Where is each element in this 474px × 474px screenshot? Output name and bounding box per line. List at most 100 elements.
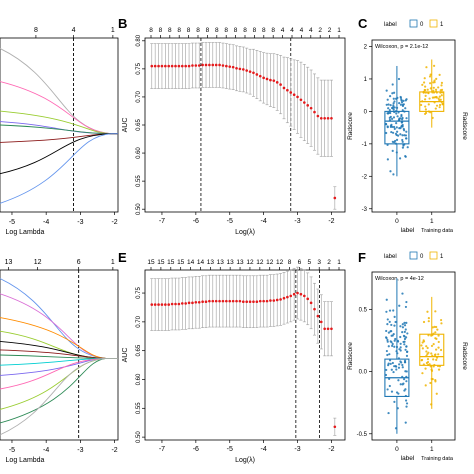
jitter-point [385, 349, 388, 353]
auc-point [242, 68, 245, 71]
jitter-point [393, 324, 396, 327]
jitter-point [440, 100, 443, 104]
legend-title: label [384, 254, 397, 260]
auc-point [309, 301, 313, 305]
jitter-point [395, 122, 398, 125]
jitter-point [405, 130, 408, 133]
jitter-point [438, 106, 441, 109]
y-axis-label: AUC [122, 118, 129, 133]
top-tick-label: 6 [77, 259, 81, 266]
jitter-point [391, 149, 394, 152]
jitter-point [423, 88, 426, 92]
y-tick-label: 0.50 [136, 431, 142, 443]
jitter-point [385, 103, 388, 106]
top-tick-label: 8 [262, 27, 266, 34]
lasso-path-panel-d: -5 -4 -3 -2 Log Lambda 13 12 6 1 [0, 259, 119, 464]
auc-point [330, 327, 333, 331]
auc-point [177, 302, 181, 306]
jitter-point [423, 98, 427, 101]
jitter-point [392, 370, 395, 374]
jitter-point [425, 354, 428, 357]
jitter-point [389, 111, 392, 115]
jitter-point [392, 102, 395, 105]
jitter-point [405, 345, 408, 348]
jitter-point [432, 365, 435, 368]
jitter-point [392, 105, 395, 108]
jitter-point [426, 346, 429, 350]
jitter-point [406, 146, 409, 149]
jitter-point [429, 82, 432, 85]
jitter-point [384, 336, 388, 339]
jitter-point [405, 375, 408, 379]
auc-point [194, 300, 198, 304]
legend-label: 0 [420, 254, 424, 260]
jitter-point [437, 353, 440, 356]
panel-letter-e: E [118, 250, 127, 265]
jitter-point [434, 88, 438, 91]
jitter-point [393, 110, 396, 114]
y-tick-label: -2 [362, 174, 368, 180]
jitter-point [399, 96, 402, 99]
jitter-point [398, 101, 401, 105]
top-tick-label: 8 [206, 27, 210, 34]
jitter-point [405, 405, 408, 408]
auc-point [153, 64, 157, 68]
auc-point [252, 300, 255, 303]
jitter-point [401, 326, 405, 329]
jitter-point [432, 343, 435, 346]
jitter-point [405, 321, 408, 325]
jitter-point [424, 108, 427, 111]
auc-point [191, 64, 194, 67]
jitter-point [396, 130, 399, 133]
jitter-point [428, 75, 432, 78]
top-tick-label: 8 [149, 27, 153, 34]
jitter-point [424, 105, 427, 108]
jitter-point [428, 363, 431, 366]
auc-point [228, 65, 232, 68]
auc-point [208, 299, 211, 303]
jitter-point [387, 411, 390, 415]
top-tick-label: 14 [197, 259, 205, 266]
auc-point [221, 299, 225, 303]
jitter-point [402, 99, 405, 102]
jitter-point [391, 125, 394, 129]
jitter-point [437, 368, 441, 371]
jitter-point [424, 112, 427, 116]
jitter-point [422, 363, 425, 366]
top-tick-label: 4 [72, 27, 76, 34]
jitter-point [435, 325, 438, 329]
jitter-point [404, 388, 407, 391]
auc-point [225, 64, 228, 68]
top-tick-label: 13 [207, 259, 215, 266]
auc-point [269, 299, 272, 302]
auc-point [184, 64, 187, 68]
auc-point [313, 110, 316, 114]
auc-point [150, 64, 154, 68]
plot-frame [0, 269, 119, 441]
jitter-point [434, 331, 437, 334]
jitter-point [391, 342, 394, 346]
coefficient-path [0, 278, 118, 359]
x-tick-label: -5 [9, 447, 15, 454]
jitter-point [440, 84, 443, 87]
jitter-point [434, 380, 437, 383]
top-tick-label: 5 [308, 259, 312, 266]
top-tick-label: 12 [276, 259, 284, 266]
auc-point [258, 299, 262, 303]
jitter-point [433, 64, 436, 67]
auc-point [157, 64, 160, 68]
jitter-point [421, 100, 424, 103]
jitter-point [401, 375, 404, 378]
auc-point [187, 301, 191, 305]
jitter-point [403, 321, 406, 324]
y-tick-label: 1 [364, 77, 368, 83]
jitter-point [405, 336, 408, 339]
jitter-point [396, 339, 399, 342]
jitter-point [434, 96, 437, 99]
jitter-point [393, 125, 396, 129]
jitter-point [395, 106, 399, 109]
x-tick-label: -3 [294, 446, 300, 453]
jitter-point [432, 86, 435, 89]
jitter-point [438, 103, 442, 107]
legend-label: 0 [420, 22, 424, 28]
